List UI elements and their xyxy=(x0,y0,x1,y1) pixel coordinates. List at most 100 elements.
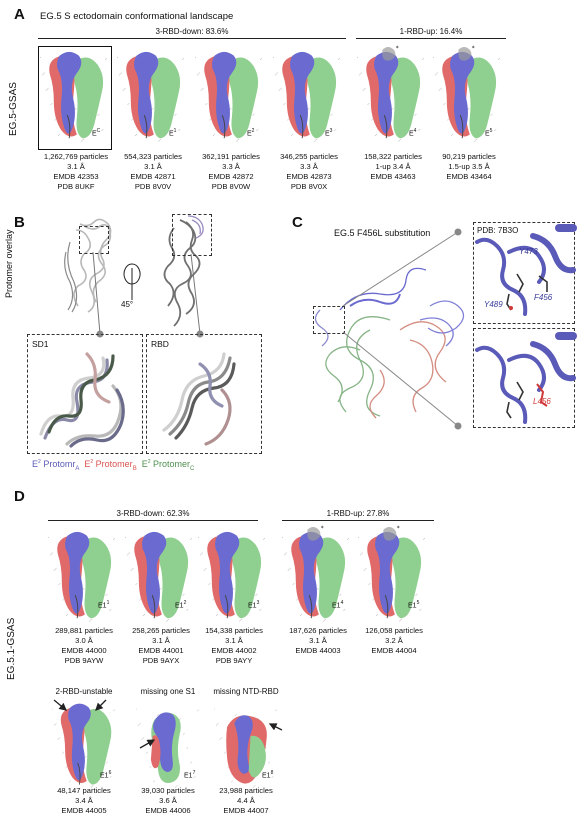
panel-a-caption-2-line-3: PDB 8V0W xyxy=(211,182,251,191)
panel-d-row2-caption-1-line-2: EMDB 44006 xyxy=(145,806,191,815)
panel-a-map-5: * xyxy=(432,46,501,142)
panel-d-side-label: EG.5.1-GSAS xyxy=(6,617,17,680)
panel-d-caption-0-line-0: 289,881 particles xyxy=(55,626,113,635)
panel-d-map-label-1: E12 xyxy=(175,600,187,610)
panel-a-down-bracket xyxy=(38,38,346,39)
panel-d-map-0 xyxy=(47,531,116,622)
panel-a-caption-0-line-0: 1,262,769 particles xyxy=(43,152,109,161)
panel-d-caption-3-line-1: 3.1 Å xyxy=(309,636,327,645)
panel-a-caption-0-line-1: 3.1 Å xyxy=(67,162,85,171)
panel-d-map-4-asterisk: * xyxy=(397,526,400,532)
panel-c-title: EG.5 F456L substitution xyxy=(334,228,431,238)
panel-a-map-label-3: E3 xyxy=(325,128,333,138)
panel-a-caption-1-line-3: PDB 8V0V xyxy=(134,182,172,191)
panel-d-down-bracket xyxy=(48,520,258,521)
panel-d-caption-1-line-3: PDB 9AYX xyxy=(142,656,180,665)
panel-a-map-1 xyxy=(116,51,185,142)
panel-a-caption-2-line-2: EMDB 42872 xyxy=(208,172,254,181)
rbd-ribbon-overlay xyxy=(162,352,236,446)
panel-a-caption-5-line-1: 1.5-up 3.5 Å xyxy=(448,162,490,171)
panel-a-caption-3-line-3: PDB 8V0X xyxy=(290,182,328,191)
panel-a-caption-3-line-1: 3.3 Å xyxy=(300,162,318,171)
panel-d-map-label-3: E14 xyxy=(332,600,344,610)
panel-d-caption-3: 187,626 particles 3.1 Å EMDB 44003 xyxy=(268,626,368,656)
panel-d-caption-2-line-0: 154,338 particles xyxy=(205,626,263,635)
panel-a-map-3 xyxy=(272,51,341,142)
panel-a-caption-2-line-0: 362,191 particles xyxy=(202,152,260,161)
panel-d-caption-0: 289,881 particles 3.0 Å EMDB 44000 PDB 9AYW xyxy=(34,626,134,666)
panel-a-caption-3: 346,255 particles 3.3 Å EMDB 42873 PDB 8V0X xyxy=(259,152,359,192)
panel-d-row2-caption-0-line-2: EMDB 44005 xyxy=(61,806,107,815)
rbd-zoom-source-box xyxy=(172,214,212,256)
panel-d-caption-4-line-0: 126,058 particles xyxy=(365,626,423,635)
panel-d-row2-caption-2-line-0: 23,988 particles xyxy=(219,786,273,795)
panel-d-row2-head-1: missing one S1 xyxy=(140,687,196,696)
rbd-zoom-box xyxy=(146,334,262,454)
panel-d-row2-map-label-0: E16 xyxy=(100,770,112,780)
panel-d-row2-caption-1-line-1: 3.6 Å xyxy=(159,796,177,805)
panel-d-caption-1-line-0: 258,265 particles xyxy=(132,626,190,635)
panel-d-row2-caption-2-line-1: 4.4 Å xyxy=(237,796,255,805)
panel-a-map-label-2: E2 xyxy=(247,128,255,138)
panel-a-side-label: EG.5-GSAS xyxy=(8,82,19,136)
panel-a-group-down: 3-RBD-down: 83.6% xyxy=(155,27,229,36)
residue-f456-label: F456 xyxy=(534,293,553,302)
panel-a-caption-1-line-2: EMDB 42871 xyxy=(130,172,176,181)
panel-d-map-1 xyxy=(124,531,193,622)
panel-d-caption-2-line-3: PDB 9AYY xyxy=(215,656,253,665)
panel-a-caption-4-line-1: 1-up 3.4 Å xyxy=(375,162,411,171)
panel-d-group-down: 3-RBD-down: 62.3% xyxy=(116,509,190,518)
panel-b-side-label: Protomer overlay xyxy=(4,229,14,298)
panel-d-map-3-asterisk: * xyxy=(321,526,324,532)
panel-d-row2-map-2 xyxy=(214,708,278,788)
panel-d-caption-2: 154,338 particles 3.1 Å EMDB 44002 PDB 9AYY xyxy=(184,626,284,666)
panel-a-caption-1-line-0: 554,323 particles xyxy=(124,152,182,161)
panel-d-caption-4-line-2: EMDB 44004 xyxy=(371,646,417,655)
panel-a-caption-3-line-2: EMDB 42873 xyxy=(286,172,332,181)
panel-d-caption-0-line-3: PDB 9AYW xyxy=(64,656,104,665)
panel-a-map-2 xyxy=(194,51,263,142)
panel-d-map-label-4: E15 xyxy=(408,600,420,610)
panel-a-caption-2-line-1: 3.3 Å xyxy=(222,162,240,171)
panel-a-caption-1: 554,323 particles 3.1 Å EMDB 42871 PDB 8V0V xyxy=(103,152,203,192)
panel-d-row2-map-label-2: E18 xyxy=(262,770,274,780)
rbd-label: RBD xyxy=(151,339,169,349)
sd1-ribbon-overlay xyxy=(39,352,125,448)
wildtype-zoom-box xyxy=(473,222,575,324)
panel-d-caption-3-line-0: 187,626 particles xyxy=(289,626,347,635)
sd1-zoom-source-box xyxy=(79,226,109,254)
panel-a-map-4: * xyxy=(356,46,425,142)
sd1-zoom-box xyxy=(27,334,143,454)
legend-protomer-b: E2 ProtomerB xyxy=(84,459,137,472)
legend-protomer-a: E2 ProtomrA xyxy=(32,459,80,472)
panel-a-title: EG.5 S ectodomain conformational landsca… xyxy=(40,11,234,22)
panel-d-caption-1: 258,265 particles 3.1 Å EMDB 44001 PDB 9AYX xyxy=(111,626,211,666)
sd1-label: SD1 xyxy=(32,339,49,349)
residue-y489-label: Y489 xyxy=(484,300,503,309)
panel-d-letter: D xyxy=(14,488,25,505)
panel-d-row2-caption-0: 48,147 particles 3.4 Å EMDB 44005 xyxy=(34,786,134,816)
legend-protomer-c: E2 ProtomerC xyxy=(141,459,195,472)
panel-a-map-4-asterisk: * xyxy=(396,46,399,52)
panel-a-caption-5-line-0: 90,219 particles xyxy=(442,152,496,161)
panel-a-map-0 xyxy=(39,51,108,142)
panel-a-caption-4-line-0: 158,322 particles xyxy=(364,152,422,161)
panel-b-legend: E2 ProtomrA E2 ProtomerB E2 ProtomerC xyxy=(32,459,194,472)
panel-d-caption-2-line-1: 3.1 Å xyxy=(225,636,243,645)
panel-d-caption-1-line-1: 3.1 Å xyxy=(152,636,170,645)
residue-y473-label: Y473 xyxy=(519,247,538,256)
panel-a-caption-1-line-1: 3.1 Å xyxy=(144,162,162,171)
panel-a-caption-5-line-2: EMDB 43464 xyxy=(446,172,492,181)
panel-d-row2-caption-2-line-2: EMDB 44007 xyxy=(223,806,269,815)
panel-a-map-5-asterisk: * xyxy=(472,46,475,52)
panel-d-row2-caption-2: 23,988 particles 4.4 Å EMDB 44007 xyxy=(196,786,296,816)
panel-d-row2-caption-1-line-0: 39,030 particles xyxy=(141,786,195,795)
panel-d-caption-3-line-2: EMDB 44003 xyxy=(295,646,341,655)
panel-a-caption-0-line-2: EMDB 42353 xyxy=(53,172,99,181)
panel-a-map-label-5: E5 xyxy=(485,128,493,138)
panel-d-row2-map-1 xyxy=(136,708,200,788)
panel-a-group-up: 1-RBD-up: 16.4% xyxy=(399,27,463,36)
panel-a-selected-frame xyxy=(38,46,112,150)
panel-a-caption-4: 158,322 particles 1-up 3.4 Å EMDB 43463 xyxy=(343,152,443,182)
panel-d-map-3: * xyxy=(281,526,350,622)
